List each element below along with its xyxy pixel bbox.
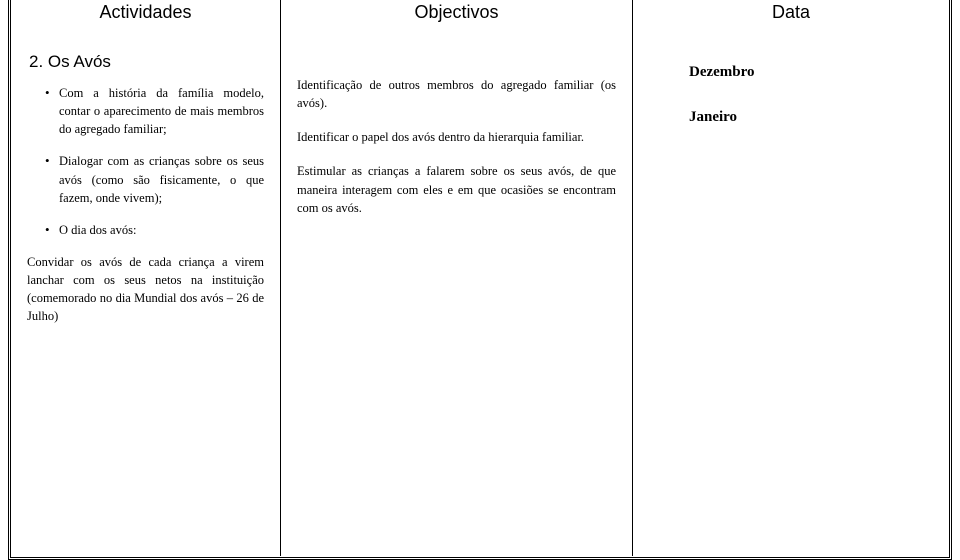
page-frame: Actividades Objectivos Data 2. Os Avós C… [8, 0, 952, 560]
objective-paragraph: Estimular as crianças a falarem sobre os… [297, 162, 616, 216]
body-row: 2. Os Avós Com a história da família mod… [11, 36, 949, 556]
header-data: Data [633, 0, 949, 36]
activity-item-lead: O dia dos avós: [59, 223, 136, 237]
header-row: Actividades Objectivos Data [11, 0, 949, 36]
activity-item: Dialogar com as crianças sobre os seus a… [45, 152, 264, 206]
date-entry: Dezembro [649, 64, 933, 81]
activity-continuation: Convidar os avós de cada criança a virem… [27, 253, 264, 326]
activities-list: Com a história da família modelo, contar… [45, 84, 264, 239]
header-actividades: Actividades [11, 0, 281, 36]
activity-item: Com a história da família modelo, contar… [45, 84, 264, 138]
objectives-cell: Identificação de outros membros do agreg… [281, 36, 633, 556]
date-entry: Janeiro [649, 109, 933, 126]
header-objectivos: Objectivos [281, 0, 633, 36]
activity-item: O dia dos avós: [45, 221, 264, 239]
activities-cell: 2. Os Avós Com a história da família mod… [11, 36, 281, 556]
section-title: 2. Os Avós [29, 52, 264, 72]
objective-paragraph: Identificação de outros membros do agreg… [297, 76, 616, 112]
objective-paragraph: Identificar o papel dos avós dentro da h… [297, 128, 616, 146]
dates-cell: Dezembro Janeiro [633, 36, 949, 556]
